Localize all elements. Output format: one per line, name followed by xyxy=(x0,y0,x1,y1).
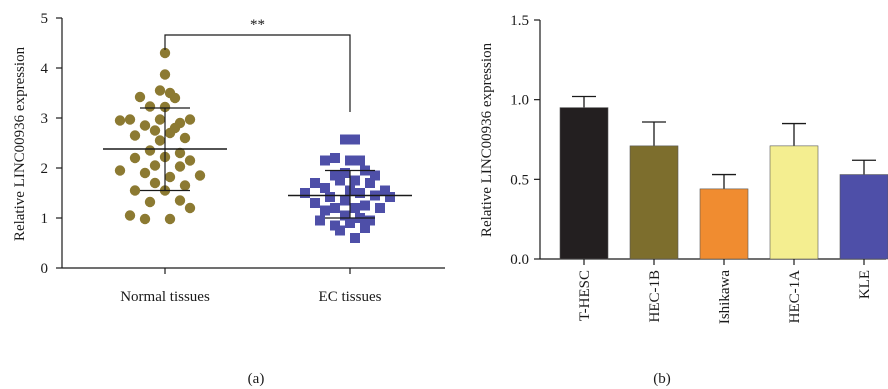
panel-a-data-point xyxy=(340,168,350,178)
panel-a-data-point xyxy=(159,69,171,80)
panel-a-data-point xyxy=(350,175,360,186)
panel-a-data-point xyxy=(194,170,206,181)
panel-b-bar xyxy=(839,174,888,260)
panel-a-data-point xyxy=(114,115,126,126)
panel-a-data-point xyxy=(350,134,360,145)
panel-a-data-point xyxy=(355,155,365,166)
panel-a-data-point xyxy=(179,180,191,191)
panel-a-data-point xyxy=(345,218,355,228)
panel-a-data-point xyxy=(360,200,370,211)
panel-a-data-point xyxy=(365,215,375,226)
panel-a-y-tick-label: 1 xyxy=(41,211,49,227)
panel-a-data-point xyxy=(380,185,390,196)
panel-a-data-point xyxy=(139,167,151,179)
panel-a-data-point xyxy=(159,101,171,113)
panel-b-x-tick-label: Ishikawa xyxy=(717,270,733,324)
panel-a-data-point xyxy=(154,135,166,146)
panel-b-bar xyxy=(699,188,749,260)
panel-a-data-point xyxy=(114,165,126,176)
panel-a-data-point xyxy=(149,125,161,136)
panel-a-data-point xyxy=(320,205,330,216)
panel-a-data-point xyxy=(340,134,350,145)
panel-b-y-tick-label: 1.5 xyxy=(510,13,529,29)
panel-a-data-point xyxy=(315,215,325,226)
panel-a-data-point xyxy=(340,195,350,206)
panel-a-data-point xyxy=(325,192,335,202)
panel-b-bar-chart: Relative LINC00936 expression 0.0 0.5 1.0 1… xyxy=(479,13,888,387)
panel-a-y-tick-label: 5 xyxy=(41,11,49,27)
panel-b-x-tick-label: HEC-1A xyxy=(787,270,803,323)
panel-a-y-tick-label: 0 xyxy=(41,261,49,277)
panel-a-data-point xyxy=(310,198,320,208)
panel-b-x-tick-label: T-HESC xyxy=(577,270,593,321)
panel-a-y-tick-label: 4 xyxy=(41,61,49,77)
panel-a-data-point xyxy=(174,195,186,206)
panel-a-data-point xyxy=(164,171,176,183)
panel-a-data-point xyxy=(385,192,395,202)
panel-b-y-axis-label: Relative LINC00936 expression xyxy=(479,42,495,237)
panel-a-data-point xyxy=(300,188,310,198)
panel-b-y-tick-label: 1.0 xyxy=(510,93,529,109)
panel-a-y-tick-label: 3 xyxy=(41,111,49,127)
panel-a-data-point xyxy=(330,203,340,213)
panel-a-data-point xyxy=(144,196,156,208)
panel-a-data-point xyxy=(124,114,136,125)
panel-a-data-point xyxy=(149,177,161,189)
panel-a-x-tick-label: Normal tissues xyxy=(120,289,210,305)
panel-a-data-point xyxy=(320,155,330,166)
panel-a-y-axis-label: Relative LINC00936 expression xyxy=(12,46,28,241)
panel-a-significance-bracket xyxy=(164,34,351,112)
panel-a-data-point xyxy=(350,233,360,243)
panel-b-x-tick-label: KLE xyxy=(857,270,873,299)
panel-b-bar xyxy=(629,145,679,260)
panel-a-data-point xyxy=(139,120,151,131)
panel-a-data-point xyxy=(370,170,380,181)
panel-a-data-point xyxy=(159,47,171,59)
panel-b-bar xyxy=(769,145,819,260)
panel-a-data-point xyxy=(124,210,136,221)
panel-a-x-tick-label: EC tissues xyxy=(319,289,382,305)
panel-a-data-point xyxy=(164,127,176,139)
panel-a-data-point xyxy=(355,188,365,198)
panel-a-data-point xyxy=(169,92,181,104)
panel-b-bar xyxy=(559,107,609,260)
panel-a-data-point xyxy=(340,210,350,221)
panel-a-data-point xyxy=(134,91,146,103)
panel-a-data-point xyxy=(174,147,186,159)
panel-a-data-point xyxy=(345,155,355,166)
panel-a-data-point xyxy=(335,225,345,236)
panel-a-data-point xyxy=(350,203,360,213)
panel-a-data-point xyxy=(129,130,141,141)
panel-a-data-point xyxy=(184,155,196,166)
panel-a-data-point xyxy=(330,153,340,163)
panel-a-data-point xyxy=(184,202,196,214)
panel-a-data-point xyxy=(360,223,370,233)
panel-a-data-point xyxy=(184,114,196,125)
panel-a-data-point xyxy=(149,160,161,171)
panel-a-data-point xyxy=(154,85,166,96)
panel-a-data-point xyxy=(179,132,191,144)
panel-a-significance-label: ** xyxy=(250,17,265,33)
panel-a-scatter-chart: Relative LINC00936 expression 0 1 2 3 4 5 Nor… xyxy=(12,11,445,387)
panel-a-data-point xyxy=(164,213,176,225)
panel-a-data-point xyxy=(129,152,141,164)
panel-a-data-point xyxy=(139,213,151,225)
panel-a-data-point xyxy=(365,178,375,188)
panel-b-x-tick-label: HEC-1B xyxy=(647,270,663,323)
panel-a-data-point xyxy=(310,178,320,188)
panel-a-y-tick-label: 2 xyxy=(41,161,49,177)
panel-a-data-point xyxy=(129,185,141,196)
panel-a-data-point xyxy=(174,161,186,172)
panel-a-data-point xyxy=(144,101,156,112)
panel-a-data-point xyxy=(320,183,330,193)
panel-a-data-point xyxy=(144,145,156,156)
panel-a-label: (a) xyxy=(248,371,265,387)
panel-a-data-point xyxy=(375,203,385,213)
panel-a-data-point xyxy=(335,175,345,186)
panel-b-y-tick-label: 0.0 xyxy=(510,252,529,268)
panel-a-data-point xyxy=(154,114,166,125)
panel-b-label: (b) xyxy=(653,371,671,387)
panel-b-y-tick-label: 0.5 xyxy=(510,172,529,188)
